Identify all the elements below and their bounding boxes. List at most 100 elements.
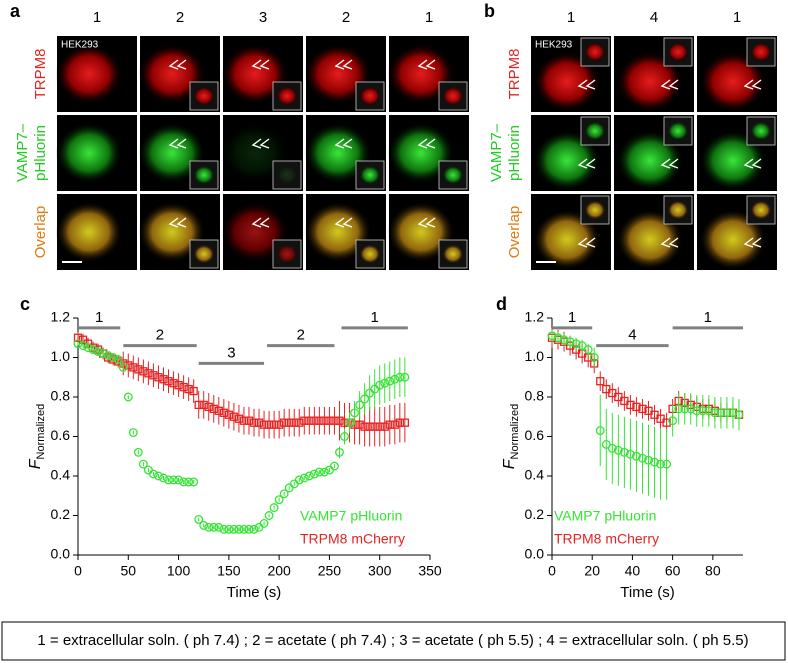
- data-point: [596, 377, 605, 386]
- data-point: [650, 457, 659, 467]
- y-axis-label: FNormalized: [27, 404, 47, 469]
- footnote: 1 = extracellular soln. ( ph 7.4) ; 2 = …: [37, 632, 748, 649]
- data-point: [320, 416, 329, 425]
- x-tick-label: 200: [267, 563, 291, 579]
- data-point: [632, 402, 641, 412]
- data-point: [148, 469, 158, 479]
- row-label: Overlap: [506, 206, 523, 259]
- cell-signal: [616, 130, 684, 192]
- data-point: [214, 406, 223, 415]
- cell-signal: [387, 43, 455, 105]
- cell-signal: [221, 201, 289, 263]
- data-point: [319, 467, 329, 477]
- y-tick-label: 1.0: [51, 348, 71, 364]
- y-tick-label: 0.8: [525, 388, 545, 404]
- row-label: TRPM8: [32, 49, 49, 100]
- data-point: [264, 511, 274, 520]
- x-tick-label: 150: [217, 563, 241, 579]
- data-point: [571, 339, 581, 349]
- arrowhead: [334, 217, 353, 228]
- data-point: [209, 522, 219, 532]
- data-point: [123, 392, 133, 402]
- data-point: [98, 349, 108, 358]
- data-point: [269, 503, 279, 513]
- data-point: [133, 447, 143, 457]
- data-point: [638, 453, 647, 463]
- arrowhead: [417, 59, 436, 70]
- data-point: [184, 384, 193, 394]
- data-point: [204, 522, 214, 532]
- arrowhead: [743, 79, 762, 90]
- arrowhead: [168, 138, 187, 149]
- data-point: [559, 335, 569, 345]
- arrowhead: [168, 217, 187, 228]
- row-label: VAMP7–: [14, 123, 31, 182]
- y-tick-label: 1.2: [51, 309, 71, 325]
- inset-signal: [442, 244, 464, 264]
- data-point: [259, 420, 269, 429]
- arrowhead: [660, 158, 679, 169]
- data-point: [345, 418, 354, 428]
- data-point: [83, 343, 93, 353]
- y-axis-label-sub: Normalized: [509, 404, 521, 460]
- cell-tag: HEK293: [535, 40, 573, 51]
- data-point: [385, 420, 394, 429]
- panel-label: c: [20, 294, 30, 314]
- x-tick-label: 250: [318, 563, 342, 579]
- data-point: [304, 471, 314, 481]
- data-point: [259, 518, 269, 528]
- inset-signal: [276, 165, 298, 185]
- inset-signal: [359, 165, 381, 185]
- data-point: [179, 382, 188, 392]
- data-point: [299, 473, 309, 483]
- data-point: [229, 412, 239, 421]
- y-tick-label: 0.0: [525, 546, 545, 562]
- data-point: [340, 432, 349, 441]
- data-point: [219, 524, 229, 534]
- y-axis-label: FNormalized: [501, 404, 521, 469]
- data-point: [698, 406, 708, 416]
- data-point: [314, 467, 324, 477]
- data-point: [194, 515, 204, 524]
- data-point: [239, 524, 249, 534]
- data-point: [380, 378, 390, 388]
- y-tick-label: 0.2: [525, 506, 545, 522]
- data-point: [224, 410, 234, 419]
- x-tick-label: 20: [584, 563, 600, 579]
- data-point: [88, 345, 98, 355]
- inset-signal: [667, 200, 689, 220]
- row-label: Overlap: [32, 206, 49, 259]
- data-point: [315, 416, 324, 425]
- data-point: [294, 475, 304, 485]
- condition-label: 3: [227, 344, 235, 361]
- legend-entry: TRPM8 mCherry: [300, 531, 405, 547]
- condition-label: 2: [297, 327, 305, 344]
- x-tick-label: 80: [705, 563, 721, 579]
- data-point: [601, 439, 611, 449]
- x-tick-label: 50: [120, 563, 136, 579]
- data-point: [662, 459, 672, 469]
- y-tick-label: 1.2: [525, 309, 545, 325]
- arrowhead: [251, 59, 270, 70]
- inset-signal: [584, 200, 606, 220]
- data-point: [174, 380, 183, 390]
- inset-signal: [359, 86, 381, 106]
- y-axis-label-main: F: [501, 458, 518, 469]
- data-point: [553, 333, 563, 343]
- data-point: [400, 372, 410, 382]
- data-point: [355, 420, 364, 429]
- data-point: [583, 345, 593, 355]
- panel-label: a: [10, 1, 21, 21]
- data-point: [169, 475, 178, 485]
- inset-signal: [667, 121, 689, 141]
- legend-entry: TRPM8 mCherry: [554, 531, 659, 547]
- data-point: [274, 495, 284, 505]
- legend-entry: VAMP7 pHluorin: [300, 508, 402, 524]
- data-point: [103, 351, 113, 360]
- data-point: [179, 477, 189, 487]
- data-point: [249, 524, 259, 534]
- arrowhead: [660, 237, 679, 248]
- inset-signal: [276, 86, 298, 106]
- data-point: [159, 375, 168, 384]
